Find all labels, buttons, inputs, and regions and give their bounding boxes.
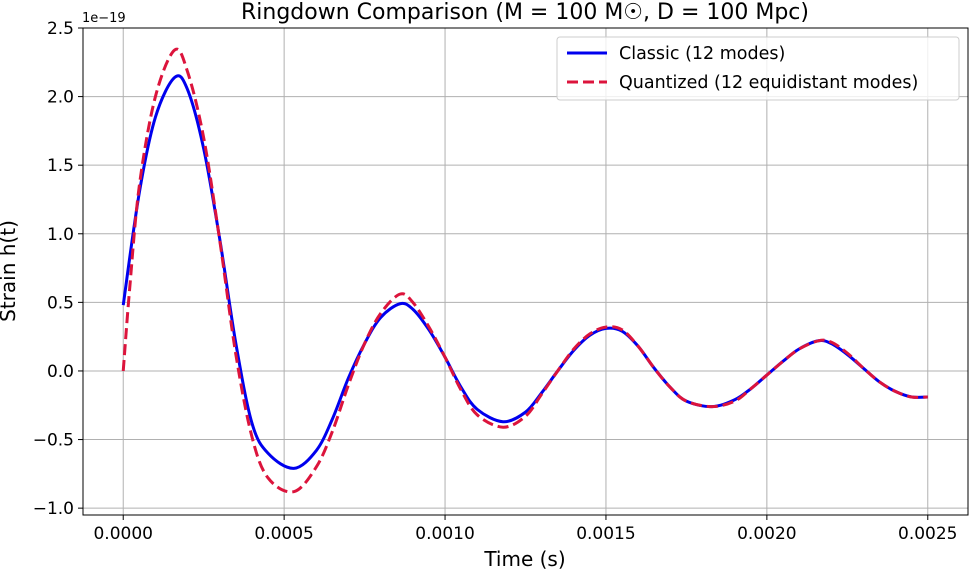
y-tick-label: 1.5 xyxy=(47,156,74,176)
chart-title: Ringdown Comparison (M = 100 M☉, D = 100… xyxy=(241,0,809,25)
series-layer xyxy=(121,47,928,494)
legend: Classic (12 modes) Quantized (12 equidis… xyxy=(556,36,960,101)
x-tick-label: 0.0025 xyxy=(898,524,957,544)
x-tick-label: 0.0010 xyxy=(415,524,474,544)
y-axis-offset-label: 1e−19 xyxy=(82,11,126,26)
y-tick-label: 2.5 xyxy=(47,19,74,39)
y-tick-label: 2.0 xyxy=(47,88,74,108)
x-tick-label: 0.0015 xyxy=(576,524,635,544)
plot-frame xyxy=(82,27,969,516)
legend-label-quantized: Quantized (12 equidistant modes) xyxy=(619,73,918,93)
legend-box xyxy=(556,36,960,101)
y-tick-label: −0.5 xyxy=(33,431,74,451)
y-tick-label: 1.0 xyxy=(47,225,74,245)
grid xyxy=(83,27,968,515)
y-axis-label: Strain h(t) xyxy=(0,220,20,322)
series-line-classic xyxy=(121,74,928,470)
x-tick-label: 0.0005 xyxy=(254,524,313,544)
x-axis-label: Time (s) xyxy=(483,547,565,570)
y-axis-ticks: −1.0 −0.5 0.0 0.5 1.0 1.5 2.0 2.5 xyxy=(33,19,83,519)
y-tick-label: 0.0 xyxy=(47,362,74,382)
x-axis-ticks: 0.0000 0.0005 0.0010 0.0015 0.0020 0.0025 xyxy=(93,515,958,544)
x-tick-label: 0.0020 xyxy=(737,524,796,544)
series-line-quantized xyxy=(121,47,928,494)
legend-label-classic: Classic (12 modes) xyxy=(619,44,785,64)
x-tick-label: 0.0000 xyxy=(93,524,152,544)
y-tick-label: −1.0 xyxy=(33,499,74,519)
y-tick-label: 0.5 xyxy=(47,293,74,313)
